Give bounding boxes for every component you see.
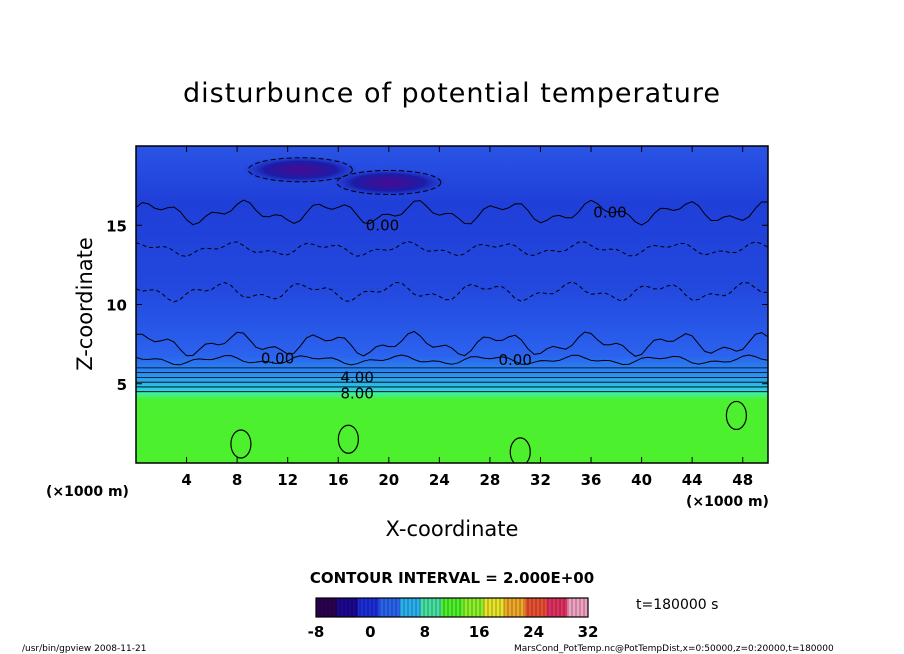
contour-line [136, 354, 768, 366]
cold-cores-group [240, 155, 449, 197]
y-axis-label: Z-coordinate [73, 237, 97, 371]
colorbar-frame [315, 597, 589, 618]
contour-label: 0.00 [498, 351, 531, 369]
contour-label: 4.00 [340, 368, 373, 386]
colorbar-tick-label: -8 [308, 623, 325, 641]
contour-line [136, 199, 768, 226]
colorbar-segment [316, 598, 338, 617]
contour-line [136, 240, 768, 257]
contour-line [230, 429, 252, 459]
contour-line [136, 330, 768, 357]
cold-core [328, 168, 449, 197]
x-axis-label: X-coordinate [386, 517, 519, 541]
field-background [136, 146, 768, 463]
colorbar-tick-label: 16 [469, 623, 490, 641]
contour-line [337, 424, 359, 454]
x-tick-label: 16 [328, 471, 349, 489]
x-tick-label: 32 [530, 471, 551, 489]
y-tick-label: 5 [117, 376, 127, 394]
contour-lines-group [136, 199, 768, 463]
x-unit-label-right: (×1000 m) [686, 494, 769, 510]
x-tick-label: 12 [277, 471, 298, 489]
contour-line [725, 400, 748, 431]
x-unit-label-left: (×1000 m) [46, 484, 129, 500]
x-tick-label: 44 [682, 471, 703, 489]
colorbar-segment [567, 598, 589, 617]
colorbar-segment [462, 598, 484, 617]
contour-line [136, 281, 768, 303]
contour-label: 0.00 [366, 216, 399, 234]
x-tick-label: 48 [732, 471, 753, 489]
colorbar-tick-label: 8 [420, 623, 430, 641]
colorbar-segment [441, 598, 463, 617]
colorbar-segment [357, 598, 380, 617]
x-tick-label: 24 [429, 471, 450, 489]
x-ticks-group: 4 8 12 16 20 24 28 32 36 40 44 48 [181, 146, 753, 489]
plot-area [136, 146, 768, 463]
x-tick-label: 28 [479, 471, 500, 489]
chart-title: disturbunce of potential temperature [183, 78, 721, 109]
footer-left: /usr/bin/gpview 2008-11-21 [22, 644, 146, 654]
y-tick-label: 10 [106, 297, 127, 315]
x-tick-label: 20 [378, 471, 399, 489]
colorbar-tick-label: 24 [523, 623, 544, 641]
x-tick-label: 36 [581, 471, 602, 489]
colorbar [315, 597, 589, 618]
colorbar-segment [546, 598, 568, 617]
contour-line [509, 437, 531, 463]
colorbar-segment [504, 598, 526, 617]
contour-label: 0.00 [261, 349, 294, 367]
colorbar-segment [336, 598, 359, 617]
colorbar-segment [483, 598, 505, 617]
footer-right: MarsCond_PotTemp.nc@PotTempDist,x=0:5000… [514, 644, 834, 654]
colorbar-ticks-group: -8 0 8 16 24 32 [308, 623, 599, 641]
x-tick-label: 4 [181, 471, 191, 489]
y-ticks-group: 5 10 15 [106, 217, 768, 394]
x-tick-label: 40 [631, 471, 652, 489]
time-label: t=180000 s [636, 597, 718, 613]
colorbar-tick-label: 32 [578, 623, 599, 641]
y-tick-label: 15 [106, 217, 127, 235]
colorbar-segment [399, 598, 422, 617]
contour-labels-group: 0.00 0.00 0.00 0.00 4.008.00 [261, 204, 627, 403]
colorbar-segment [420, 598, 443, 617]
contour-label: 0.00 [593, 204, 626, 222]
colorbar-tick-label: 0 [365, 623, 375, 641]
cold-core [240, 155, 361, 184]
x-tick-label: 8 [232, 471, 242, 489]
contour-interval-text: CONTOUR INTERVAL = 2.000E+00 [310, 569, 594, 587]
cold-core-contour [247, 157, 353, 183]
contour-label: 8.00 [340, 384, 373, 402]
cold-core-contour [336, 169, 442, 195]
colorbar-segment [378, 598, 401, 617]
